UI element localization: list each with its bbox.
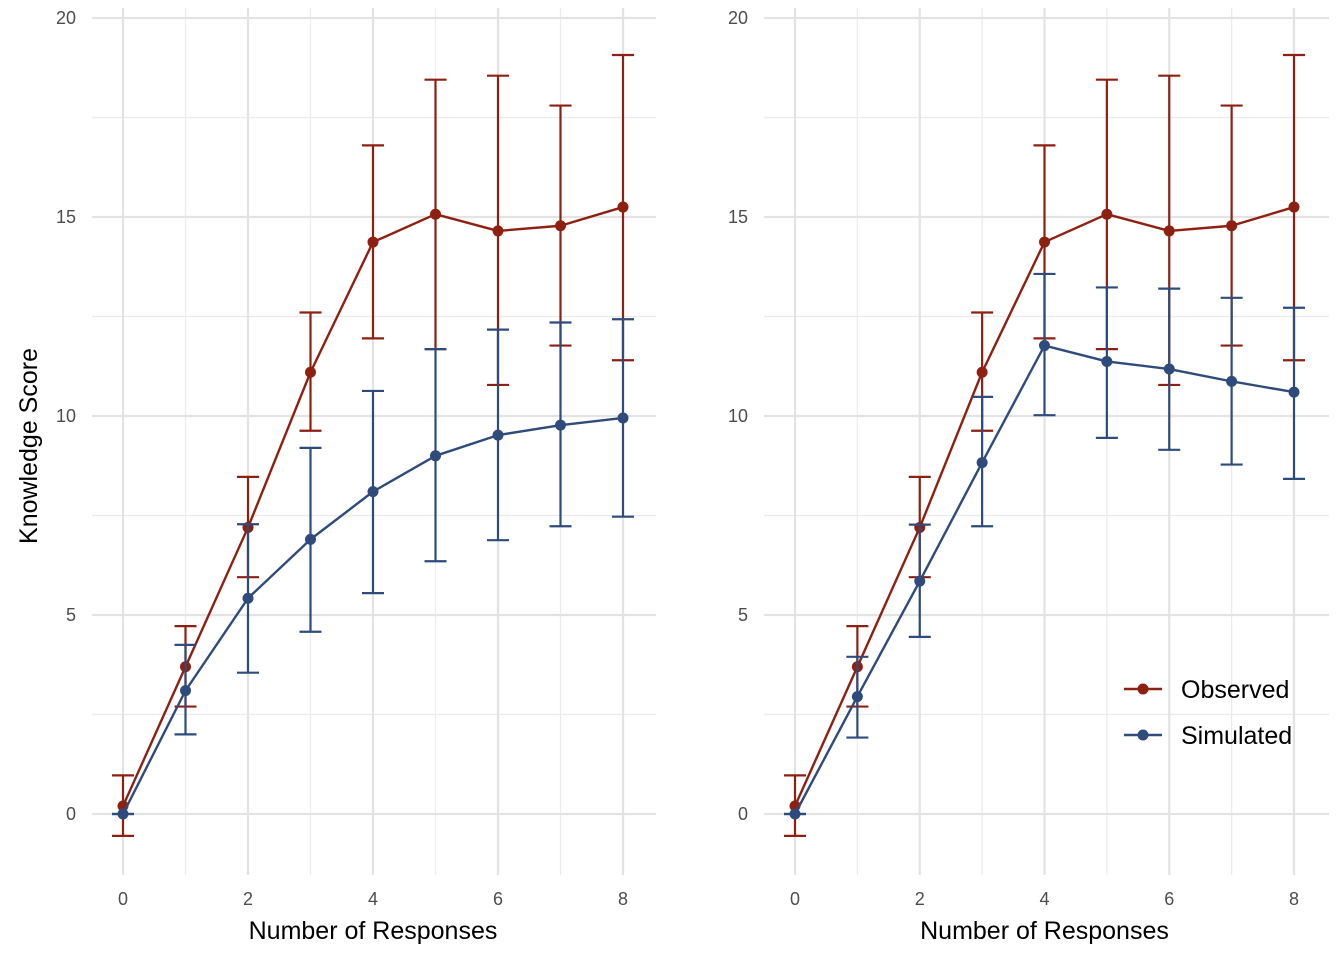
y-tick-label: 10 bbox=[56, 406, 76, 426]
legend-item-observed: Observed bbox=[1124, 676, 1289, 704]
data-point bbox=[1163, 225, 1175, 237]
panel-left: 0 2 4 6 8 0 5 10 15 20 Number of Responses bbox=[56, 8, 656, 945]
data-point bbox=[555, 419, 566, 431]
tick-labels: 0 2 4 6 8 0 5 10 15 20 bbox=[56, 8, 628, 909]
legend-label: Simulated bbox=[1181, 722, 1292, 750]
y-tick-label: 15 bbox=[728, 207, 748, 227]
legend-item-simulated: Simulated bbox=[1124, 722, 1292, 750]
data-point bbox=[242, 592, 254, 604]
data-point bbox=[367, 236, 379, 248]
data-point bbox=[851, 691, 863, 703]
data-point bbox=[1163, 363, 1175, 375]
data-point bbox=[180, 685, 191, 697]
data-point bbox=[1226, 220, 1238, 232]
data-point bbox=[367, 486, 379, 498]
x-axis-title: Number of Responses bbox=[249, 917, 498, 945]
data-point bbox=[1226, 375, 1238, 387]
data-point bbox=[430, 450, 441, 462]
data-point bbox=[555, 220, 566, 232]
y-tick-label: 0 bbox=[66, 804, 76, 824]
y-tick-label: 10 bbox=[728, 406, 748, 426]
x-tick-label: 2 bbox=[243, 889, 253, 909]
x-tick-label: 2 bbox=[915, 889, 925, 909]
series-simulated bbox=[112, 318, 634, 820]
data-point bbox=[617, 412, 629, 424]
data-point bbox=[117, 808, 129, 820]
data-point bbox=[976, 457, 988, 469]
x-tick-label: 8 bbox=[1289, 889, 1299, 909]
x-tick-label: 6 bbox=[493, 889, 503, 909]
legend-label: Observed bbox=[1181, 676, 1289, 704]
data-point bbox=[1039, 236, 1050, 248]
data-point bbox=[976, 366, 988, 378]
data-point bbox=[1288, 386, 1300, 398]
x-tick-label: 0 bbox=[790, 889, 800, 909]
data-point bbox=[789, 808, 801, 820]
data-point bbox=[914, 575, 926, 587]
panel-right: 0 2 4 6 8 0 5 10 15 20 Number of Responses Observed… bbox=[728, 8, 1329, 945]
y-axis-title: Knowledge Score bbox=[15, 348, 43, 544]
x-tick-label: 0 bbox=[118, 889, 128, 909]
data-point bbox=[492, 225, 504, 237]
data-point bbox=[305, 366, 316, 378]
y-tick-label: 20 bbox=[56, 8, 76, 28]
x-tick-label: 4 bbox=[368, 889, 378, 909]
x-tick-label: 8 bbox=[618, 889, 628, 909]
data-point bbox=[430, 208, 441, 220]
y-tick-label: 15 bbox=[56, 207, 76, 227]
y-tick-label: 20 bbox=[728, 8, 748, 28]
legend-key-point bbox=[1137, 683, 1149, 695]
x-axis-title: Number of Responses bbox=[920, 917, 1169, 945]
series-simulated bbox=[784, 272, 1305, 820]
x-tick-label: 4 bbox=[1039, 889, 1049, 909]
y-tick-label: 0 bbox=[738, 804, 748, 824]
data-point bbox=[1288, 201, 1300, 213]
legend: Observed Simulated bbox=[1124, 676, 1292, 750]
data-point bbox=[1039, 340, 1050, 352]
data-point bbox=[617, 201, 629, 213]
data-point bbox=[1101, 355, 1113, 367]
legend-key-point bbox=[1137, 729, 1149, 741]
data-point bbox=[1101, 208, 1113, 220]
y-tick-label: 5 bbox=[738, 605, 748, 625]
x-tick-label: 6 bbox=[1164, 889, 1174, 909]
y-tick-label: 5 bbox=[66, 605, 76, 625]
data-point bbox=[305, 533, 316, 545]
tick-labels: 0 2 4 6 8 0 5 10 15 20 bbox=[728, 8, 1299, 909]
data-point bbox=[492, 429, 504, 441]
